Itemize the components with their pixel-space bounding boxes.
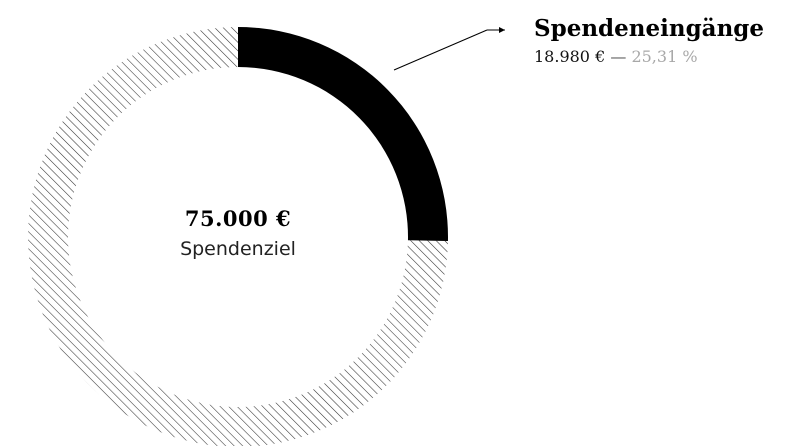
- legend-amount: 18.980 €: [534, 47, 606, 66]
- donut-value-arc-spendeneingaenge[interactable]: [238, 27, 449, 242]
- legend-values: 18.980 € — 25,31 %: [534, 46, 798, 68]
- legend: Spendeneingänge 18.980 € — 25,31 %: [534, 14, 798, 68]
- legend-percent: 25,31 %: [631, 47, 698, 66]
- goal-label: Spendenziel: [180, 238, 296, 260]
- legend-series-name: Spendeneingänge: [534, 15, 764, 42]
- goal-amount: 75.000 €: [184, 206, 292, 231]
- legend-separator: —: [610, 47, 627, 66]
- donut-center-label: 75.000 € Spendenziel: [138, 206, 338, 262]
- leader-line: [393, 29, 488, 71]
